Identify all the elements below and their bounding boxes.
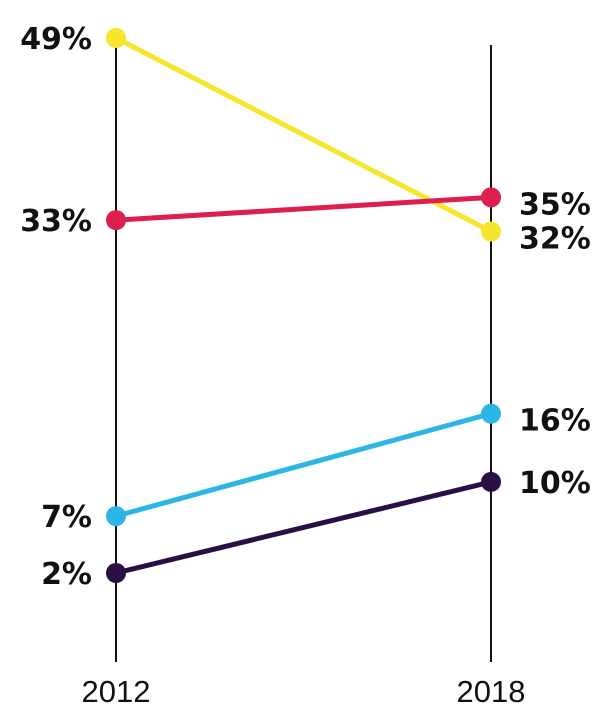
- data-label-3-2018: 10%: [519, 466, 591, 501]
- data-label-1-2012: 33%: [20, 204, 92, 239]
- series-line-3: [113, 479, 494, 576]
- data-label-2-2012: 7%: [41, 500, 92, 535]
- data-point-1-2012: [106, 210, 126, 231]
- data-label-1-2018: 35%: [519, 187, 591, 222]
- data-point-3-2012: [106, 563, 126, 583]
- data-label-0-2018: 32%: [519, 222, 591, 257]
- data-point-0-2012: [106, 28, 126, 48]
- data-label-2-2018: 16%: [519, 404, 591, 439]
- data-label-0-2012: 49%: [20, 22, 92, 57]
- series-line-2: [113, 411, 494, 519]
- data-point-3-2018: [481, 471, 501, 492]
- x-tick-label-2012: 2012: [82, 674, 151, 708]
- x-tick-label-2018: 2018: [457, 674, 526, 708]
- data-point-2-2012: [106, 506, 126, 527]
- series-layer: 49% 32% 33% 35% 7% 16% 2% 10%: [20, 22, 591, 592]
- series-line-1: [113, 194, 494, 223]
- data-label-3-2012: 2%: [41, 557, 92, 592]
- data-point-0-2018: [481, 221, 501, 242]
- data-point-1-2018: [481, 187, 501, 208]
- data-point-2-2018: [481, 403, 501, 424]
